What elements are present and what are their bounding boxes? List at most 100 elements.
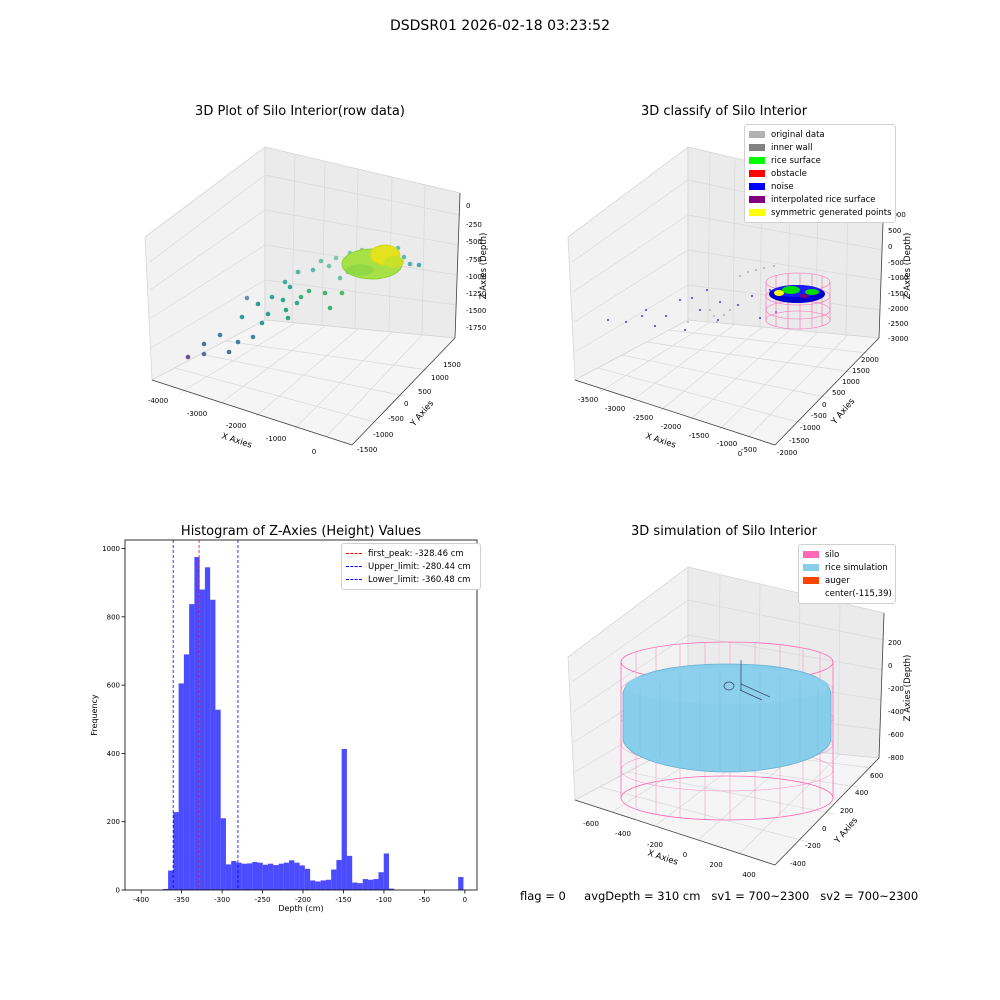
legend-label: inner wall <box>771 142 813 153</box>
histogram-ytick-label: 400 <box>107 750 120 758</box>
p4-zlabel: Z Axies (Depth) <box>903 655 913 722</box>
legend-entry: obstacle <box>749 167 891 180</box>
p4-xtick: -400 <box>615 830 631 838</box>
p4-ytick: 400 <box>855 789 868 797</box>
p1-xlabel: X Axies <box>220 431 253 450</box>
p1-xtick: -1000 <box>266 435 286 443</box>
histogram-bar <box>378 872 384 890</box>
p1-xtick: -2000 <box>226 422 246 430</box>
histogram-bar <box>194 557 200 890</box>
p1-ztick: -1250 <box>466 290 486 298</box>
histogram-xtick-label: 0 <box>463 896 467 904</box>
histogram-xtick-label: -200 <box>295 896 311 904</box>
legend-swatch <box>749 157 765 164</box>
legend-swatch <box>803 564 819 571</box>
p4-ytick: 0 <box>822 825 826 833</box>
histogram-ytick-label: 1000 <box>102 545 120 553</box>
histogram-ytick-label: 800 <box>107 613 120 621</box>
legend-label: Upper_limit: -280.44 cm <box>368 561 471 572</box>
legend-swatch <box>346 553 362 554</box>
p1-ztick: -500 <box>466 238 482 246</box>
p2-xtick: -1000 <box>717 440 737 448</box>
legend-label: rice surface <box>771 155 821 166</box>
p2-xlabel: X Axies <box>644 431 677 450</box>
p2-xtick: -500 <box>741 446 757 454</box>
p4-xtick: 0 <box>683 851 687 859</box>
histogram-ytick-label: 200 <box>107 818 120 826</box>
legend-swatch <box>749 183 765 190</box>
histogram-bar <box>315 881 321 890</box>
p2-ytick: 1000 <box>842 378 860 386</box>
figure-title: DSDSR01 2026-02-18 03:23:52 <box>389 18 610 34</box>
legend-entry: noise <box>749 180 891 193</box>
histogram-legend: first_peak: -328.46 cm Upper_limit: -280.… <box>341 543 481 590</box>
sv2-text: sv2 = 700~2300 <box>820 889 919 903</box>
legend-entry: Lower_limit: -360.48 cm <box>346 573 476 586</box>
histogram-bar <box>294 862 300 890</box>
legend-entry: rice simulation <box>803 561 891 574</box>
p4-ytick: -400 <box>790 860 806 868</box>
legend-label: symmetric generated points <box>771 207 892 218</box>
p4-xtick: 200 <box>709 861 722 869</box>
histogram-xtick-label: -400 <box>133 896 149 904</box>
p4-xlabel: X Axies <box>646 848 679 867</box>
p2-ytick: -500 <box>811 412 827 420</box>
panel4-title: 3D simulation of Silo Interior <box>631 524 817 539</box>
histogram-bar <box>215 709 221 890</box>
panel2-title: 3D classify of Silo Interior <box>640 104 808 119</box>
p2-xtick: -1500 <box>689 432 709 440</box>
legend-swatch <box>803 551 819 558</box>
panel4-legend: silo rice simulation auger center(-115,39) <box>798 544 896 604</box>
p4-ytick: -200 <box>805 842 821 850</box>
legend-entry: silo <box>803 548 891 561</box>
histogram-bar <box>236 862 242 890</box>
histogram-bar <box>341 748 347 890</box>
p1-ztick: -1750 <box>466 324 486 332</box>
p1-ytick: 1500 <box>443 361 461 369</box>
p2-ztick: 1000 <box>888 211 906 219</box>
p2-ylabel: Y Axies <box>829 396 857 427</box>
histogram-bar <box>178 683 184 890</box>
histogram-bar <box>199 589 205 890</box>
legend-swatch <box>749 209 765 216</box>
p1-ytick: -1000 <box>373 431 393 439</box>
p4-ztick: -400 <box>888 708 904 716</box>
p4-ytick: 600 <box>870 772 883 780</box>
legend-swatch <box>346 566 362 567</box>
p4-ytick: 200 <box>840 807 853 815</box>
p1-ytick: -1500 <box>357 446 377 454</box>
histogram-bar <box>346 855 353 890</box>
p2-ztick: -500 <box>888 259 904 267</box>
legend-label: interpolated rice surface <box>771 194 876 205</box>
p2-xtick-last: 0 <box>738 450 742 458</box>
histogram-bar <box>278 863 284 890</box>
histogram-bar <box>310 880 316 890</box>
p1-ylabel: Y Axies <box>408 398 436 429</box>
flag-text: flag = 0 <box>520 889 566 903</box>
legend-label: noise <box>771 181 794 192</box>
histogram-xtick-label: -150 <box>336 896 352 904</box>
histogram-xtick-label: -100 <box>376 896 392 904</box>
p4-ztick: 0 <box>888 662 892 670</box>
p4-xtick: 400 <box>742 871 755 879</box>
histogram-bar <box>357 883 363 890</box>
p1-xtick: -3000 <box>187 410 207 418</box>
legend-entry: inner wall <box>749 141 891 154</box>
histogram-bar <box>304 868 311 890</box>
p4-ztick: 200 <box>888 639 901 647</box>
histogram-ylabel: Frequency <box>90 694 99 736</box>
p2-ytick: 0 <box>822 401 826 409</box>
p2-ztick: 500 <box>888 227 901 235</box>
avg-depth-text: avgDepth = 310 cm <box>584 889 701 903</box>
p1-ztick: -1000 <box>466 273 486 281</box>
p1-xtick: -4000 <box>148 397 168 405</box>
legend-entry: interpolated rice surface <box>749 193 891 206</box>
panel1-title: 3D Plot of Silo Interior(row data) <box>195 104 405 119</box>
panel1-3d-axes: -4000 -3000 -2000 -1000 0 -1500 -1000 -5… <box>144 146 489 456</box>
histogram-bar <box>246 863 253 890</box>
p1-zlabel: Z Axies (Depth) <box>479 233 489 300</box>
histogram-bar <box>173 812 179 890</box>
legend-label: rice simulation <box>825 562 888 573</box>
p4-ztick: -600 <box>888 731 904 739</box>
histogram-bar <box>262 864 269 890</box>
